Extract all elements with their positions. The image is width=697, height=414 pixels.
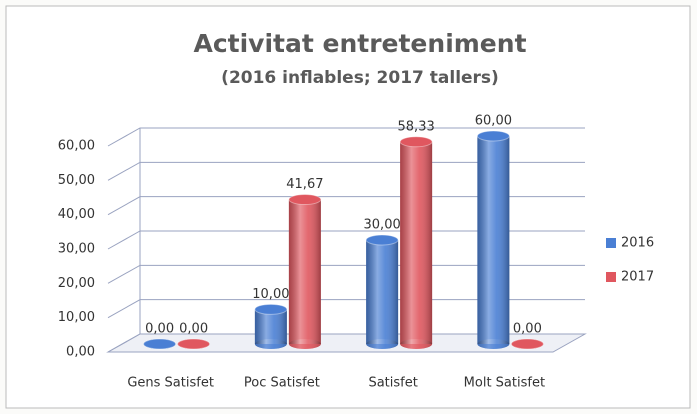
- data-label: 58,33: [398, 119, 435, 134]
- chart-title: Activitat entreteniment: [193, 29, 526, 58]
- cylinder-bottom-shine: [477, 339, 510, 349]
- x-tick-label: Molt Satisfet: [464, 376, 545, 391]
- bar-shine: [400, 141, 433, 344]
- cylinder-top: [365, 234, 399, 246]
- data-label: 0,00: [179, 322, 208, 337]
- x-tick-label: Gens Satisfet: [127, 376, 214, 391]
- y-tick-label: 40,00: [58, 207, 95, 222]
- data-label: 60,00: [475, 114, 512, 129]
- bar-shine: [254, 309, 287, 344]
- cylinder-top: [288, 194, 322, 206]
- cylinder-top: [143, 338, 177, 350]
- grid-line: [107, 264, 585, 284]
- y-tick-label: 60,00: [58, 139, 95, 154]
- cylinder-bottom-shine: [254, 339, 287, 349]
- bar-shine: [366, 240, 399, 344]
- legend-label: 2017: [621, 270, 654, 285]
- legend-swatch: [606, 272, 616, 282]
- chart-subtitle: (2016 inflables; 2017 tallers): [221, 68, 499, 88]
- x-tick-label: Satisfet: [368, 376, 417, 391]
- grid-line: [107, 333, 585, 353]
- bar-shine: [477, 136, 510, 344]
- grid-line: [107, 127, 585, 147]
- cylinder-top: [510, 338, 544, 350]
- cylinder-top: [177, 338, 211, 350]
- cylinder-bottom-shine: [366, 339, 399, 349]
- cylinder-top: [254, 303, 288, 315]
- data-label: 41,67: [286, 177, 323, 192]
- cylinder-top: [476, 130, 510, 142]
- data-label: 0,00: [513, 322, 542, 337]
- grid-line: [107, 196, 585, 216]
- y-tick-label: 0,00: [66, 345, 95, 360]
- y-tick-label: 10,00: [58, 310, 95, 325]
- y-tick-label: 30,00: [58, 242, 95, 257]
- data-label: 0,00: [145, 322, 174, 337]
- y-tick-label: 50,00: [58, 173, 95, 188]
- cylinder-bottom-shine: [288, 339, 321, 349]
- bar-shine: [288, 199, 321, 344]
- x-tick-label: Poc Satisfet: [244, 376, 320, 391]
- legend-swatch: [606, 238, 616, 248]
- grid-line: [107, 299, 585, 319]
- cylinder-top: [399, 136, 433, 148]
- grid-line: [107, 161, 585, 181]
- data-label: 30,00: [364, 218, 401, 233]
- legend-label: 2016: [621, 236, 654, 251]
- data-label: 10,00: [252, 287, 289, 302]
- cylinder-bottom-shine: [400, 339, 433, 349]
- y-tick-label: 20,00: [58, 276, 95, 291]
- grid-line: [107, 230, 585, 250]
